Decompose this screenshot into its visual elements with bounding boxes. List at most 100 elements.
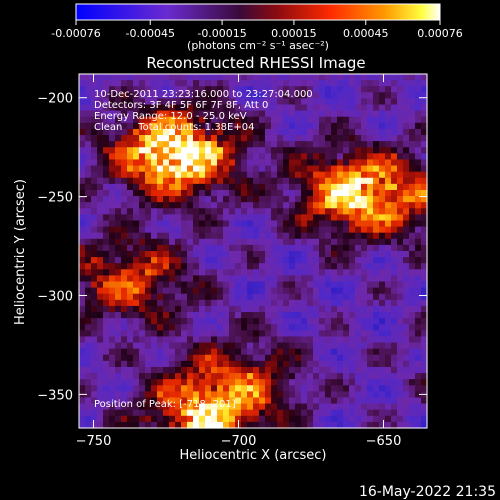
heatmap-cell bbox=[337, 86, 344, 93]
heatmap-cell bbox=[355, 202, 362, 209]
heatmap-cell bbox=[385, 80, 392, 87]
heatmap-cell bbox=[361, 318, 368, 325]
heatmap-cell bbox=[115, 226, 122, 234]
heatmap-cell bbox=[265, 147, 272, 154]
heatmap-cell bbox=[133, 409, 140, 417]
heatmap-cell bbox=[289, 391, 296, 399]
heatmap-cell bbox=[235, 86, 242, 93]
heatmap-cell bbox=[379, 251, 386, 258]
heatmap-cell bbox=[271, 147, 278, 154]
heatmap-cell bbox=[211, 110, 218, 118]
heatmap-cell bbox=[91, 147, 98, 154]
heatmap-cell bbox=[379, 92, 386, 100]
heatmap-cell bbox=[85, 92, 92, 100]
heatmap-cell bbox=[157, 397, 164, 405]
heatmap-cell bbox=[247, 238, 254, 246]
heatmap-cell bbox=[355, 257, 362, 264]
heatmap-cell bbox=[145, 153, 152, 161]
heatmap-cell bbox=[409, 238, 416, 246]
heatmap-cell bbox=[391, 354, 398, 362]
heatmap-cell bbox=[109, 135, 116, 142]
heatmap-cell bbox=[91, 421, 98, 429]
heatmap-cell bbox=[313, 360, 320, 368]
heatmap-cell bbox=[91, 379, 98, 386]
heatmap-cell bbox=[205, 171, 212, 179]
heatmap-cell bbox=[325, 74, 332, 81]
heatmap-cell bbox=[115, 312, 122, 319]
heatmap-cell bbox=[151, 324, 158, 331]
heatmap-cell bbox=[397, 232, 404, 240]
heatmap-cell bbox=[139, 318, 146, 325]
heatmap-cell bbox=[169, 336, 176, 344]
heatmap-cell bbox=[277, 403, 284, 411]
heatmap-cell bbox=[385, 336, 392, 344]
heatmap-cell bbox=[331, 373, 338, 380]
heatmap-cell bbox=[115, 189, 122, 197]
heatmap-cell bbox=[211, 275, 218, 283]
heatmap-cell bbox=[247, 177, 254, 185]
heatmap-cell bbox=[355, 373, 362, 380]
heatmap-cell bbox=[277, 220, 284, 228]
heatmap-cell bbox=[85, 415, 92, 423]
heatmap-cell bbox=[97, 421, 104, 429]
heatmap-cell bbox=[181, 80, 188, 87]
heatmap-cell bbox=[241, 196, 248, 203]
heatmap-cell bbox=[169, 385, 176, 392]
heatmap-cell bbox=[403, 165, 410, 173]
heatmap-cell bbox=[211, 226, 218, 234]
heatmap-cell bbox=[115, 421, 122, 429]
heatmap-cell bbox=[259, 214, 266, 222]
heatmap-cell bbox=[277, 336, 284, 344]
heatmap-cell bbox=[409, 74, 416, 81]
heatmap-cell bbox=[301, 287, 308, 295]
heatmap-cell bbox=[133, 159, 140, 167]
heatmap-cell bbox=[199, 165, 206, 173]
heatmap-cell bbox=[385, 183, 392, 191]
heatmap-cell bbox=[193, 287, 200, 295]
heatmap-cell bbox=[97, 281, 104, 289]
heatmap-cell bbox=[385, 403, 392, 411]
heatmap-cell bbox=[115, 147, 122, 154]
heatmap-cell bbox=[103, 104, 110, 112]
heatmap-cell bbox=[415, 421, 422, 429]
heatmap-cell bbox=[307, 135, 314, 142]
heatmap-cell bbox=[193, 379, 200, 386]
heatmap-cell bbox=[127, 232, 134, 240]
heatmap-cell bbox=[97, 98, 104, 106]
heatmap-cell bbox=[85, 318, 92, 325]
heatmap-cell bbox=[211, 171, 218, 179]
heatmap-cell bbox=[373, 74, 380, 81]
heatmap-cell bbox=[265, 165, 272, 173]
heatmap-cell bbox=[283, 153, 290, 161]
heatmap-cell bbox=[145, 183, 152, 191]
heatmap-cell bbox=[223, 104, 230, 112]
heatmap-cell bbox=[379, 214, 386, 222]
heatmap-cell bbox=[277, 293, 284, 301]
heatmap-cell bbox=[337, 214, 344, 222]
heatmap-cell bbox=[295, 74, 302, 81]
heatmap-cell bbox=[145, 318, 152, 325]
heatmap-cell bbox=[391, 189, 398, 197]
heatmap-cell bbox=[307, 153, 314, 161]
heatmap-cell bbox=[409, 293, 416, 301]
heatmap-cell bbox=[253, 397, 260, 405]
heatmap-cell bbox=[325, 80, 332, 87]
heatmap-cell bbox=[247, 415, 254, 423]
heatmap-cell bbox=[127, 421, 134, 429]
heatmap-cell bbox=[241, 244, 248, 252]
heatmap-cell bbox=[385, 342, 392, 350]
heatmap-cell bbox=[355, 299, 362, 307]
heatmap-cell bbox=[163, 128, 170, 136]
heatmap-cell bbox=[409, 409, 416, 417]
heatmap-cell bbox=[403, 128, 410, 136]
heatmap-cell bbox=[229, 299, 236, 307]
heatmap-cell bbox=[175, 397, 182, 405]
heatmap-cell bbox=[247, 196, 254, 203]
heatmap-cell bbox=[409, 244, 416, 252]
heatmap-cell bbox=[337, 147, 344, 154]
heatmap-cell bbox=[193, 135, 200, 142]
heatmap-cell bbox=[139, 312, 146, 319]
heatmap-cell bbox=[325, 141, 332, 148]
heatmap-cell bbox=[235, 312, 242, 319]
heatmap-cell bbox=[109, 293, 116, 301]
